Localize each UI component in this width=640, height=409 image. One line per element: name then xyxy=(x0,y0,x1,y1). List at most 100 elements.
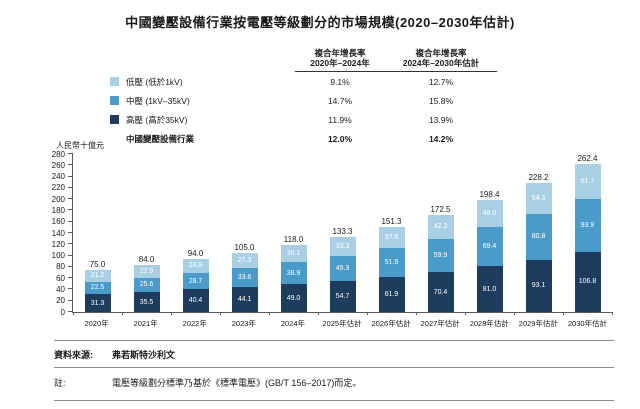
stacked-bar-chart: 0 20 40 60 80 100 120 140 160 180 200 220 240 260 280 … xyxy=(52,150,613,329)
cagr-value: 12.7% xyxy=(428,76,454,87)
bar-segment: 31.3 xyxy=(84,294,111,312)
y-tick-mark xyxy=(68,265,73,267)
bar-segment: 70.4 xyxy=(427,272,454,312)
cagr-column-header-1: 複合年增長率 2020年–2024年 xyxy=(295,48,385,72)
bar-segment: 59.9 xyxy=(427,238,454,273)
x-tick-mark xyxy=(318,312,319,315)
cagr-value: 14.7% xyxy=(327,95,353,106)
bar-segment: 45.3 xyxy=(329,255,356,282)
x-category-label: 2023年 xyxy=(231,319,256,328)
y-axis: 0 20 40 60 80 100 120 140 160 180 200 220 240 260 280 xyxy=(39,150,73,317)
y-tick-mark xyxy=(68,220,73,222)
bar-column: 118.0 30.1 38.9 49.0 xyxy=(269,154,318,312)
bar-column: 228.2 54.3 80.8 93.1 xyxy=(514,154,563,312)
bar-column: 133.3 33.3 45.3 54.7 xyxy=(318,154,367,312)
x-category-label: 2028年估計 xyxy=(469,319,509,328)
bar-segment: 48.0 xyxy=(476,200,503,228)
stacked-bar: 30.1 38.9 49.0 xyxy=(280,245,307,312)
x-tick-mark xyxy=(367,312,368,315)
y-tick-label: 240 xyxy=(51,172,65,182)
bar-column: 84.0 22.9 25.6 35.5 xyxy=(122,154,171,312)
bar-total-label: 198.4 xyxy=(479,190,500,200)
bar-segment: 81.0 xyxy=(476,266,503,312)
bar-total-label: 84.0 xyxy=(138,254,155,264)
y-tick-mark xyxy=(68,243,73,245)
legend-label: 中國變壓設備行業 xyxy=(126,133,195,144)
bar-segment: 49.0 xyxy=(280,284,307,312)
source-label: 資料來源: xyxy=(54,350,93,360)
y-tick-label: 140 xyxy=(51,228,65,238)
y-tick-label: 280 xyxy=(51,149,65,159)
legend-swatch xyxy=(110,96,119,105)
legend-swatch xyxy=(110,77,119,86)
y-tick-mark xyxy=(68,209,73,211)
x-tick-mark xyxy=(122,312,123,315)
bar-segment: 54.3 xyxy=(525,183,552,214)
source-text: 弗若斯特沙利文 xyxy=(112,350,176,360)
x-tick-mark xyxy=(220,312,221,315)
divider-line xyxy=(54,400,614,401)
x-category-label: 2025年估計 xyxy=(322,319,362,328)
y-tick-mark xyxy=(68,254,73,256)
x-category-label: 2027年估計 xyxy=(420,319,460,328)
bar-total-label: 75.0 xyxy=(89,259,106,269)
bar-segment: 61.9 xyxy=(378,277,405,312)
cagr-value: 12.0% xyxy=(327,133,353,144)
legend-row-high-voltage: 高壓 (高於35kV) xyxy=(110,110,295,129)
bar-column: 75.0 21.2 22.5 31.3 xyxy=(73,154,122,312)
cagr-column-header-2: 複合年增長率 2024年–2030年估計 xyxy=(385,48,497,72)
bar-column: 151.3 37.5 51.9 61.9 xyxy=(367,154,416,312)
x-labels-row: 2020年 2021年 2022年 2023年 2024年 2025年估計 2026年估計 2… xyxy=(72,313,612,329)
bar-total-label: 228.2 xyxy=(528,173,549,183)
divider-line xyxy=(54,340,614,341)
stacked-bar: 21.2 22.5 31.3 xyxy=(84,269,111,312)
y-axis-unit-label: 人民幣十億元 xyxy=(56,141,104,150)
legend-row-medium-voltage: 中壓 (1kV–35kV) xyxy=(110,91,295,110)
legend-row-industry-total: 中國變壓設備行業 xyxy=(110,129,295,148)
bar-total-label: 105.0 xyxy=(234,242,255,252)
bar-segment: 27.3 xyxy=(231,252,258,269)
y-tick-label: 160 xyxy=(51,217,65,227)
y-tick-mark xyxy=(68,164,73,166)
x-category-label: 2020年 xyxy=(84,319,109,328)
y-tick-label: 60 xyxy=(56,273,65,283)
x-tick-mark xyxy=(416,312,417,315)
y-tick-mark xyxy=(68,186,73,188)
bar-segment: 38.9 xyxy=(280,262,307,285)
legend-swatch xyxy=(110,115,119,124)
bar-segment: 21.2 xyxy=(84,269,111,282)
bar-segment: 30.1 xyxy=(280,245,307,263)
y-tick-label: 120 xyxy=(51,239,65,249)
x-category-label: 2024年 xyxy=(280,319,306,328)
x-tick-mark xyxy=(514,312,515,315)
bar-segment: 28.7 xyxy=(182,273,209,290)
bar-total-label: 118.0 xyxy=(283,235,304,245)
x-category-label: 2022年 xyxy=(182,319,207,328)
bar-segment: 37.5 xyxy=(378,226,405,248)
x-category-label: 2029年估計 xyxy=(518,319,558,328)
stacked-bar: 42.3 59.9 70.4 xyxy=(427,214,454,312)
bar-segment: 54.7 xyxy=(329,281,356,312)
legend-label: 低壓 (低於1kV) xyxy=(126,76,183,87)
bar-segment: 44.1 xyxy=(231,287,258,312)
note-text: 電壓等級劃分標準乃基於《標準電壓》(GB/T 156–2017)而定。 xyxy=(112,378,362,388)
cagr-value: 9.1% xyxy=(330,76,350,87)
bar-segment: 22.9 xyxy=(133,264,160,278)
bar-total-label: 151.3 xyxy=(381,216,402,226)
stacked-bar: 24.9 28.7 40.4 xyxy=(182,258,209,312)
cagr-value: 13.9% xyxy=(428,114,454,125)
chart-title: 中國變壓設備行業按電壓等級劃分的市場規模(2020–2030年估計) xyxy=(125,15,515,30)
y-tick-mark xyxy=(68,277,73,279)
legend-label: 中壓 (1kV–35kV) xyxy=(126,95,190,106)
bar-segment: 51.9 xyxy=(378,247,405,278)
legend-row-low-voltage: 低壓 (低於1kV) xyxy=(110,72,295,91)
y-tick-mark xyxy=(68,288,73,290)
y-tick-mark xyxy=(68,175,73,177)
y-tick-mark xyxy=(68,311,73,312)
y-tick-label: 80 xyxy=(56,262,65,272)
bar-segment: 61.7 xyxy=(574,163,601,199)
bar-total-label: 133.3 xyxy=(332,226,353,236)
y-tick-label: 180 xyxy=(51,205,65,215)
stacked-bar: 33.3 45.3 54.7 xyxy=(329,236,356,312)
